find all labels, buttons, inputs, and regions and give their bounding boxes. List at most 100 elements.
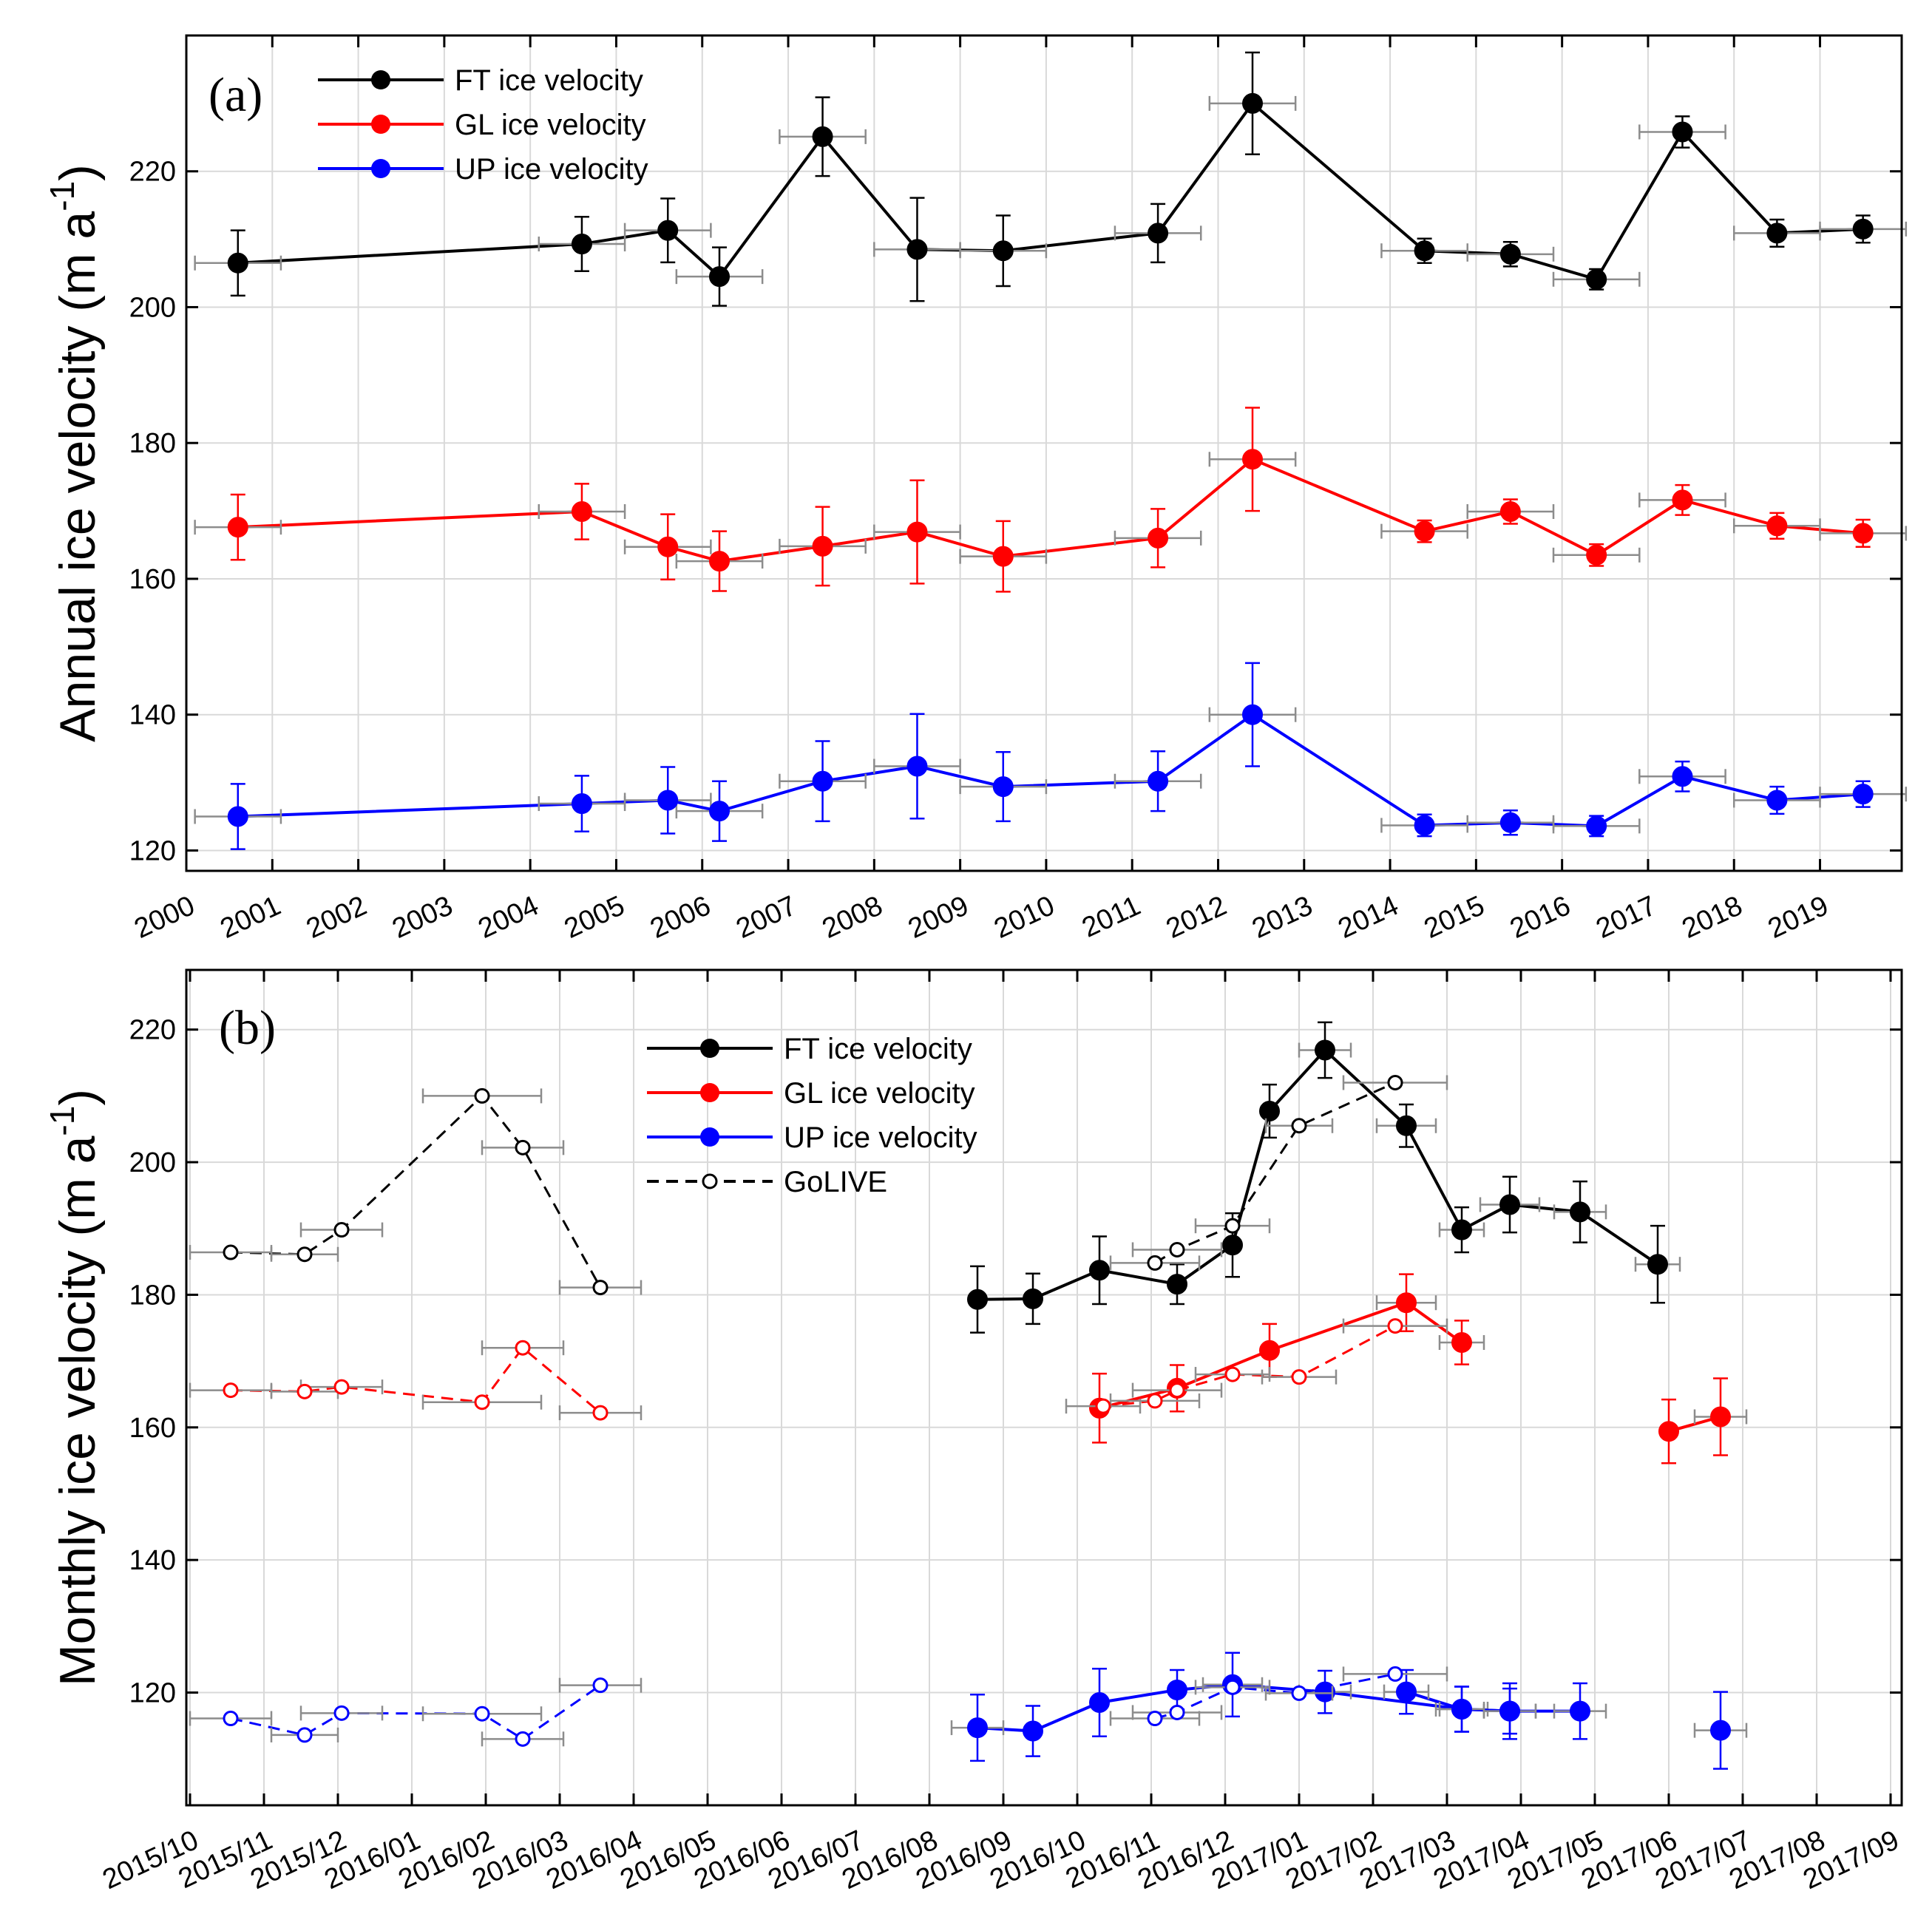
data-point xyxy=(967,1289,988,1310)
data-point xyxy=(1224,1366,1241,1382)
legend-marker xyxy=(371,159,390,178)
series-line xyxy=(230,1094,602,1289)
x-tick-label: 2012 xyxy=(1162,890,1231,945)
panel-b-plot-area xyxy=(189,1021,1748,1770)
legend-marker xyxy=(700,1127,719,1147)
panel-a-annual-chart: 120 140 160 180 200 220 2000 2001 2002 2003 2004 2… xyxy=(43,34,1908,945)
data-point xyxy=(1387,1318,1403,1334)
x-tick-label: 2007 xyxy=(731,890,801,945)
data-point xyxy=(592,1677,609,1694)
data-point xyxy=(1167,1679,1187,1700)
data-point xyxy=(227,252,248,274)
series-up-ice-velocity xyxy=(950,1652,1748,1770)
panel-a-y-axis-label-close: ) xyxy=(50,164,106,181)
data-point xyxy=(906,756,928,777)
data-point xyxy=(1766,223,1788,244)
y-tick-label: 160 xyxy=(129,1413,176,1444)
data-point xyxy=(1242,92,1264,114)
panel-a-y-axis-label-text: Annual ice velocity (m a xyxy=(50,211,106,742)
panel-b-y-axis-label-text: Monthly ice velocity (m a xyxy=(50,1136,106,1686)
data-point xyxy=(1414,815,1435,836)
panel-a-y-axis-label: Annual ice velocity (m a-1) xyxy=(43,164,106,742)
data-point xyxy=(474,1705,490,1722)
panel-b-y-axis: 120 140 160 180 200 220 xyxy=(129,1015,1902,1709)
data-point xyxy=(1147,1711,1163,1727)
data-point xyxy=(1586,544,1607,566)
data-point xyxy=(223,1711,239,1727)
data-point xyxy=(515,1340,531,1356)
legend-label: UP ice velocity xyxy=(455,153,648,186)
series-line xyxy=(230,1684,601,1741)
data-point xyxy=(571,793,592,815)
series-line xyxy=(230,1346,601,1414)
data-point xyxy=(592,1280,609,1296)
data-point xyxy=(1852,218,1874,240)
data-point xyxy=(1147,1255,1163,1271)
series-line xyxy=(237,713,1863,828)
data-point xyxy=(992,240,1014,262)
data-point xyxy=(1224,1218,1241,1234)
data-point xyxy=(1586,268,1607,290)
data-point xyxy=(1499,501,1521,523)
legend-marker xyxy=(371,115,390,134)
panel-b-y-axis-label-superscript: -1 xyxy=(43,1106,81,1136)
series-up-ice-velocity xyxy=(194,662,1908,850)
legend-label: FT ice velocity xyxy=(455,64,643,97)
y-tick-label: 220 xyxy=(129,1015,176,1046)
x-tick-label: 2011 xyxy=(1077,890,1145,944)
panel-a-y-axis: 120 140 160 180 200 220 xyxy=(129,157,1902,866)
data-point xyxy=(1023,1720,1043,1742)
data-point xyxy=(709,551,731,572)
panel-b-label: (b) xyxy=(219,1001,276,1055)
data-point xyxy=(1766,790,1788,811)
data-point xyxy=(1147,1393,1163,1409)
data-point xyxy=(1222,1235,1243,1256)
y-tick-label: 160 xyxy=(129,564,176,595)
data-point xyxy=(1499,1700,1520,1722)
panel-a-y-axis-label-superscript: -1 xyxy=(43,181,81,211)
data-point xyxy=(1169,1241,1185,1257)
data-point xyxy=(1570,1201,1590,1223)
x-tick-label: 2009 xyxy=(904,890,973,945)
series-line xyxy=(1102,1325,1396,1408)
panel-b-grid xyxy=(186,970,1902,1805)
data-point xyxy=(227,517,248,538)
series-gl-ice-velocity xyxy=(194,407,1908,593)
data-point xyxy=(1396,1292,1417,1314)
x-tick-label: 2002 xyxy=(302,890,371,945)
data-point xyxy=(1852,784,1874,805)
data-point xyxy=(223,1382,239,1399)
data-point xyxy=(657,536,679,557)
legend-label: GoLIVE xyxy=(784,1166,887,1198)
data-point xyxy=(571,501,592,523)
panel-a-legend: FT ice velocity GL ice velocity UP ice vel… xyxy=(318,64,648,186)
data-point xyxy=(1672,121,1693,143)
series-line xyxy=(977,1048,1659,1301)
data-point xyxy=(1766,515,1788,537)
data-point xyxy=(1710,1720,1731,1741)
data-point xyxy=(992,546,1014,567)
series-gl-ice-velocity xyxy=(1089,1273,1748,1464)
data-point xyxy=(967,1717,988,1739)
series-golive-up xyxy=(189,1666,1448,1747)
x-tick-label: 2015 xyxy=(1420,890,1489,945)
data-point xyxy=(1167,1274,1187,1295)
y-tick-label: 180 xyxy=(129,1280,176,1311)
data-point xyxy=(1396,1681,1417,1703)
data-point xyxy=(1291,1369,1307,1385)
data-point xyxy=(812,126,833,147)
series-golive-gl xyxy=(189,1318,1448,1421)
series-line xyxy=(1099,1300,1463,1410)
series-ft-ice-velocity xyxy=(194,51,1908,307)
legend-marker xyxy=(702,1173,718,1189)
data-point xyxy=(1396,1115,1417,1136)
y-tick-label: 220 xyxy=(129,157,176,188)
data-point xyxy=(1499,243,1521,265)
data-point xyxy=(515,1731,531,1747)
y-tick-label: 200 xyxy=(129,1147,176,1178)
data-point xyxy=(1414,520,1435,542)
x-tick-label: 2004 xyxy=(474,890,543,945)
panel-a-label: (a) xyxy=(209,68,262,122)
data-point xyxy=(296,1727,313,1743)
data-point xyxy=(1499,812,1521,833)
